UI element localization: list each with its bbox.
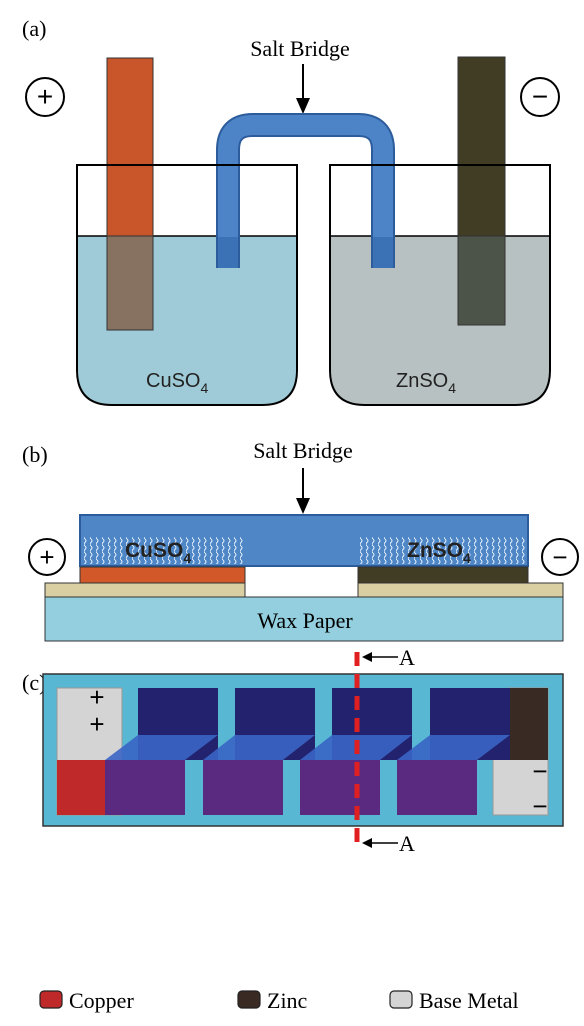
legend-label: Copper [69, 988, 134, 1013]
positive-sign: + [39, 542, 54, 572]
solution-label: ZnSO4 [407, 539, 471, 566]
cells [105, 688, 510, 815]
panel-label: (b) [22, 442, 48, 467]
positive-sign: + [37, 81, 53, 112]
legend-swatch [40, 991, 62, 1008]
base-strip [358, 583, 563, 597]
minus-sign: − [532, 756, 547, 786]
zinc-electrode-submerged [458, 236, 505, 325]
copper-pad [57, 760, 105, 815]
zinc-electrode [458, 57, 505, 236]
arrowhead [296, 98, 310, 114]
arrowhead [362, 838, 372, 848]
solution-label: CuSO4 [125, 539, 191, 566]
copper-electrode [107, 58, 153, 236]
substrate-label: Wax Paper [257, 608, 353, 633]
figure: (a) Salt Bridge + − CuSO4 ZnSO4 (b) Salt… [0, 0, 584, 1026]
section-label: A [399, 831, 415, 856]
minus-sign: − [532, 791, 547, 821]
salt-bridge-submerged [373, 237, 393, 268]
legend-label: Base Metal [419, 988, 519, 1013]
bridge-label: Salt Bridge [250, 36, 350, 61]
base-strip [45, 583, 245, 597]
negative-sign: − [552, 542, 567, 572]
legend-label: Zinc [267, 988, 308, 1013]
zinc-strip [358, 567, 528, 583]
legend: Copper Zinc Base Metal [40, 988, 519, 1013]
section-label: A [399, 645, 415, 670]
arrowhead [296, 498, 310, 514]
arrowhead [362, 652, 372, 662]
salt-bridge-submerged [218, 237, 238, 268]
legend-swatch [390, 991, 412, 1008]
plus-sign: + [89, 709, 104, 739]
copper-strip [80, 567, 245, 583]
negative-sign: − [532, 81, 548, 112]
panel-label: (a) [22, 16, 46, 41]
zinc-pad [508, 688, 548, 760]
legend-swatch [238, 991, 260, 1008]
plus-sign: + [89, 682, 104, 712]
bridge-label: Salt Bridge [253, 438, 353, 463]
copper-electrode-submerged [107, 236, 153, 330]
